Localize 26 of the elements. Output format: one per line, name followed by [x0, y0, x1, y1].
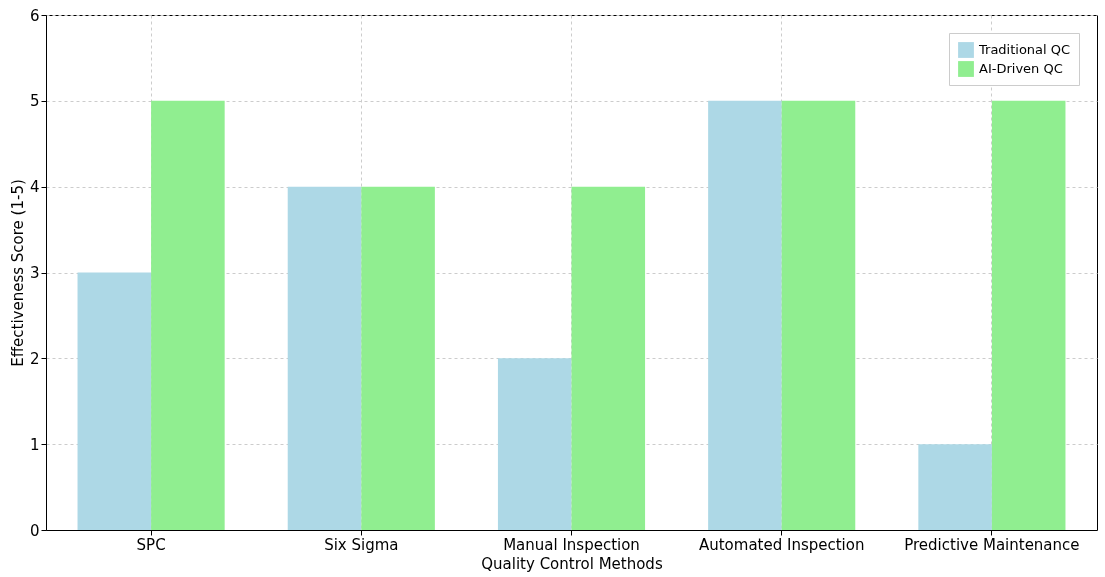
y-tick-label: 5: [29, 92, 40, 111]
bar: [361, 186, 435, 530]
y-axis-title: Effectiveness Score (1-5): [8, 179, 27, 367]
x-axis-title: Quality Control Methods: [481, 554, 663, 573]
y-tick-label: 4: [29, 178, 40, 197]
bar: [991, 100, 1066, 530]
legend-label: AI-Driven QC: [979, 61, 1063, 76]
y-tick-label: 6: [29, 6, 40, 25]
bar: [151, 100, 225, 530]
x-tick-label: Predictive Maintenance: [904, 535, 1080, 554]
y-tick-label: 2: [29, 349, 40, 368]
x-tick-label: Manual Inspection: [503, 535, 640, 554]
bar: [918, 444, 992, 530]
bar: [708, 100, 782, 530]
bar: [497, 358, 572, 530]
y-tick-label: 3: [29, 264, 40, 282]
y-tick-label: 1: [29, 435, 40, 454]
x-tick-label: Six Sigma: [324, 535, 399, 554]
bar: [287, 186, 362, 530]
x-tick-label: Automated Inspection: [698, 535, 865, 554]
x-tick-label: SPC: [136, 535, 166, 554]
legend-label: Traditional QC: [978, 42, 1071, 57]
bar: [77, 272, 152, 530]
bar: [571, 186, 646, 530]
bar: [781, 100, 856, 530]
y-tick-label: 0: [29, 521, 40, 540]
